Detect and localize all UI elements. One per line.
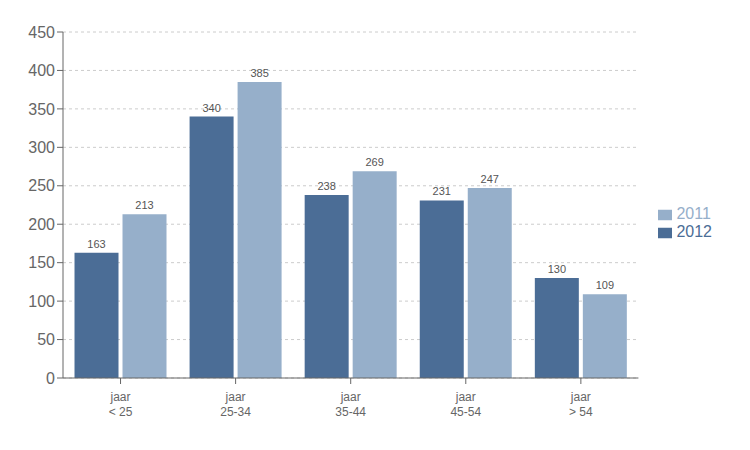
svg-text:jaar> 54: jaar> 54	[569, 390, 593, 420]
svg-text:jaar35-44: jaar35-44	[335, 390, 366, 420]
svg-text:0: 0	[46, 370, 55, 387]
svg-text:150: 150	[28, 254, 55, 271]
svg-text:jaar45-54: jaar45-54	[450, 390, 481, 420]
svg-text:269: 269	[365, 156, 383, 168]
svg-text:jaar< 25: jaar< 25	[109, 390, 133, 420]
svg-text:jaar25-34: jaar25-34	[220, 390, 251, 420]
svg-text:238: 238	[317, 180, 335, 192]
svg-text:100: 100	[28, 293, 55, 310]
svg-text:400: 400	[28, 62, 55, 79]
svg-text:350: 350	[28, 101, 55, 118]
svg-text:50: 50	[37, 331, 55, 348]
svg-text:231: 231	[433, 185, 451, 197]
svg-text:247: 247	[481, 173, 499, 185]
svg-text:213: 213	[135, 199, 153, 211]
svg-text:300: 300	[28, 139, 55, 156]
svg-text:163: 163	[87, 238, 105, 250]
svg-text:450: 450	[28, 24, 55, 41]
svg-text:385: 385	[250, 67, 268, 79]
html-text:2011: 2011	[676, 205, 711, 222]
svg-text:109: 109	[596, 279, 614, 291]
html-text:2012: 2012	[676, 223, 712, 240]
svg-text:130: 130	[548, 263, 566, 275]
svg-text:250: 250	[28, 177, 55, 194]
svg-text:200: 200	[28, 216, 55, 233]
svg-text:340: 340	[202, 102, 220, 114]
